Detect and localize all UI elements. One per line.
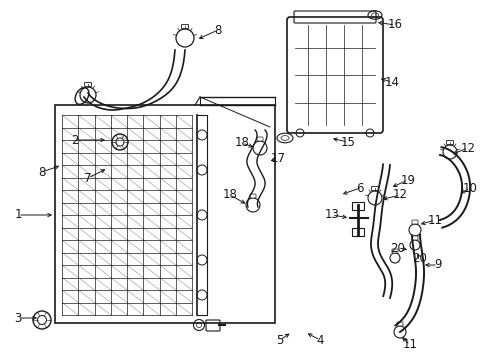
Text: 8: 8 bbox=[38, 166, 45, 179]
FancyBboxPatch shape bbox=[396, 322, 402, 326]
Text: 11: 11 bbox=[402, 338, 417, 351]
Text: 5: 5 bbox=[276, 333, 283, 346]
Text: 8: 8 bbox=[214, 23, 221, 36]
Bar bbox=[351, 202, 363, 210]
Text: 20: 20 bbox=[390, 242, 405, 255]
Text: 3: 3 bbox=[14, 311, 21, 324]
FancyBboxPatch shape bbox=[84, 82, 91, 86]
Text: 10: 10 bbox=[462, 181, 476, 194]
FancyBboxPatch shape bbox=[249, 194, 256, 198]
Text: 1: 1 bbox=[14, 208, 21, 221]
Text: 17: 17 bbox=[270, 152, 285, 165]
Text: 9: 9 bbox=[433, 258, 441, 271]
Text: 16: 16 bbox=[386, 18, 402, 31]
FancyBboxPatch shape bbox=[257, 137, 263, 141]
Text: 12: 12 bbox=[392, 189, 407, 202]
FancyBboxPatch shape bbox=[181, 24, 188, 28]
Text: 15: 15 bbox=[340, 135, 355, 148]
Text: 18: 18 bbox=[222, 189, 237, 202]
Text: 6: 6 bbox=[356, 181, 363, 194]
Text: 12: 12 bbox=[460, 141, 474, 154]
Text: 14: 14 bbox=[384, 76, 399, 89]
Text: 4: 4 bbox=[316, 333, 323, 346]
Text: 20: 20 bbox=[412, 252, 427, 265]
Text: 18: 18 bbox=[234, 136, 249, 149]
Text: 13: 13 bbox=[324, 208, 339, 221]
Text: 7: 7 bbox=[84, 171, 92, 184]
Text: 19: 19 bbox=[400, 174, 415, 186]
FancyBboxPatch shape bbox=[411, 236, 417, 240]
Text: 11: 11 bbox=[427, 213, 442, 226]
Bar bbox=[351, 228, 363, 236]
FancyBboxPatch shape bbox=[446, 140, 452, 144]
Text: 2: 2 bbox=[71, 134, 79, 147]
FancyBboxPatch shape bbox=[411, 220, 417, 224]
FancyBboxPatch shape bbox=[371, 186, 378, 190]
FancyBboxPatch shape bbox=[391, 249, 397, 253]
Bar bbox=[55, 105, 274, 323]
